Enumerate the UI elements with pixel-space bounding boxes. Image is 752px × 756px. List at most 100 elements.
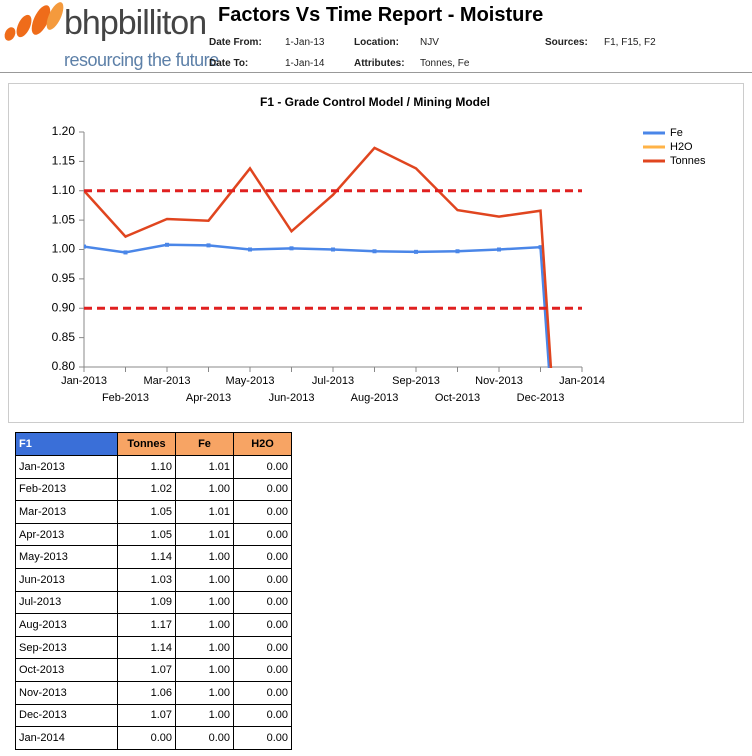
- tagline: resourcing the future: [64, 50, 219, 70]
- field-label: Attributes:: [354, 58, 405, 69]
- point-marker: [414, 249, 418, 254]
- chart-frame: [8, 83, 744, 423]
- table-cell: 1.14: [117, 545, 176, 569]
- column-header: Tonnes: [117, 432, 176, 456]
- table-cell: 0.00: [233, 635, 292, 660]
- point-marker: [165, 242, 169, 247]
- y-tick-label: 1.05: [52, 212, 76, 226]
- table-cell: 0.00: [233, 680, 292, 705]
- table-cell: 0.00: [233, 567, 292, 592]
- x-tick-label: Jan-2013: [61, 375, 107, 387]
- x-tick-label: Oct-2013: [435, 392, 480, 404]
- field-label: Date To:: [209, 58, 249, 69]
- x-tick-label: Dec-2013: [517, 392, 565, 404]
- point-marker: [123, 250, 128, 255]
- series-line: [84, 146, 553, 368]
- table-cell: Feb-2013: [15, 477, 118, 502]
- x-tick-label: Mar-2013: [143, 375, 190, 387]
- table-cell: 0.00: [233, 522, 292, 547]
- chart: F1 - Grade Control Model / Mining Model …: [52, 95, 706, 404]
- field-label: Date From:: [209, 37, 262, 48]
- field-value: 1-Jan-14: [285, 58, 325, 69]
- x-tick-label: Aug-2013: [351, 392, 399, 404]
- x-tick-label: May-2013: [226, 375, 275, 387]
- table-cell: 1.01: [175, 522, 234, 547]
- table-cell: Mar-2013: [15, 500, 118, 524]
- table-cell: 1.01: [175, 500, 234, 524]
- table-cell: 1.00: [175, 635, 234, 660]
- field-label: Sources:: [545, 37, 588, 48]
- table-row: Dec-2013 1.07 1.00 0.00: [15, 703, 292, 728]
- y-tick-label: 0.95: [52, 271, 76, 285]
- table-row: Jul-2013 1.09 1.00 0.00: [15, 590, 292, 615]
- field-value: 1-Jan-13: [285, 37, 325, 48]
- table-row: Aug-2013 1.17 1.00 0.00: [15, 613, 292, 637]
- x-tick-label: Jan-2014: [559, 375, 605, 387]
- table-cell: 1.09: [117, 590, 176, 615]
- separator: [0, 72, 752, 73]
- logo-mark: [4, 2, 64, 41]
- table-cell: Sep-2013: [15, 635, 118, 660]
- table-cell: 1.05: [117, 500, 176, 524]
- plot-area: [84, 146, 582, 368]
- x-tick-label: Nov-2013: [475, 375, 523, 387]
- table-cell: Aug-2013: [15, 613, 118, 637]
- table-row: Jan-2014 0.00 0.00 0.00: [15, 726, 292, 750]
- legend-label: Tonnes: [670, 155, 706, 167]
- point-marker: [455, 249, 460, 254]
- table-cell: 1.00: [175, 590, 234, 615]
- table-cell: 0.00: [233, 658, 292, 682]
- legend-label: H2O: [670, 141, 693, 153]
- table-cell: 1.06: [117, 680, 176, 705]
- table-cell: Jan-2014: [15, 726, 118, 750]
- table-cell: May-2013: [15, 545, 118, 569]
- y-tick-label: 1.00: [52, 242, 76, 256]
- y-tick-label: 0.90: [52, 300, 76, 314]
- table-row: May-2013 1.14 1.00 0.00: [15, 545, 292, 569]
- table-cell: 0.00: [233, 726, 292, 750]
- table-row: Sep-2013 1.14 1.00 0.00: [15, 635, 292, 660]
- table-cell: 0.00: [233, 590, 292, 615]
- y-tick-label: 1.10: [52, 183, 76, 197]
- point-marker: [372, 249, 377, 254]
- x-tick-label: Feb-2013: [102, 392, 149, 404]
- table-cell: 1.00: [175, 680, 234, 705]
- column-header: H2O: [233, 432, 292, 456]
- table-cell: 1.01: [175, 455, 234, 479]
- table-cell: Apr-2013: [15, 522, 118, 547]
- table-cell: 1.02: [117, 477, 176, 502]
- point-marker: [289, 246, 294, 251]
- table-cell: Dec-2013: [15, 703, 118, 728]
- data-table: F1 Tonnes Fe H2O Jan-2013 1.10 1.01 0.00 Feb-201…: [15, 432, 292, 750]
- table-cell: 1.14: [117, 635, 176, 660]
- column-header: F1: [15, 432, 118, 456]
- y-tick-label: 0.85: [52, 330, 76, 344]
- y-tick-label: 1.20: [52, 124, 76, 138]
- table-cell: 0.00: [233, 613, 292, 637]
- table-cell: 1.00: [175, 613, 234, 637]
- table-row: Nov-2013 1.06 1.00 0.00: [15, 680, 292, 705]
- table-cell: 0.00: [233, 477, 292, 502]
- field-value: F1, F15, F2: [604, 37, 656, 48]
- x-tick-label: Jun-2013: [269, 392, 315, 404]
- table-cell: Oct-2013: [15, 658, 118, 682]
- table-cell: 1.17: [117, 613, 176, 637]
- table-cell: 1.00: [175, 567, 234, 592]
- legend-label: Fe: [670, 127, 683, 139]
- x-tick-label: Apr-2013: [186, 392, 231, 404]
- field-value: Tonnes, Fe: [420, 58, 470, 69]
- table-cell: 0.00: [117, 726, 176, 750]
- table-cell: 1.07: [117, 658, 176, 682]
- table-cell: 1.10: [117, 455, 176, 479]
- point-marker: [206, 243, 211, 248]
- series-line: [84, 243, 551, 368]
- table-cell: 0.00: [233, 455, 292, 479]
- table-cell: 1.00: [175, 477, 234, 502]
- field-label: Location:: [354, 37, 399, 48]
- table-cell: Jan-2013: [15, 455, 118, 479]
- x-tick-label: Sep-2013: [392, 375, 440, 387]
- table-cell: 1.00: [175, 703, 234, 728]
- table-row: Oct-2013 1.07 1.00 0.00: [15, 658, 292, 682]
- logo-name: bhpbilliton: [64, 4, 207, 42]
